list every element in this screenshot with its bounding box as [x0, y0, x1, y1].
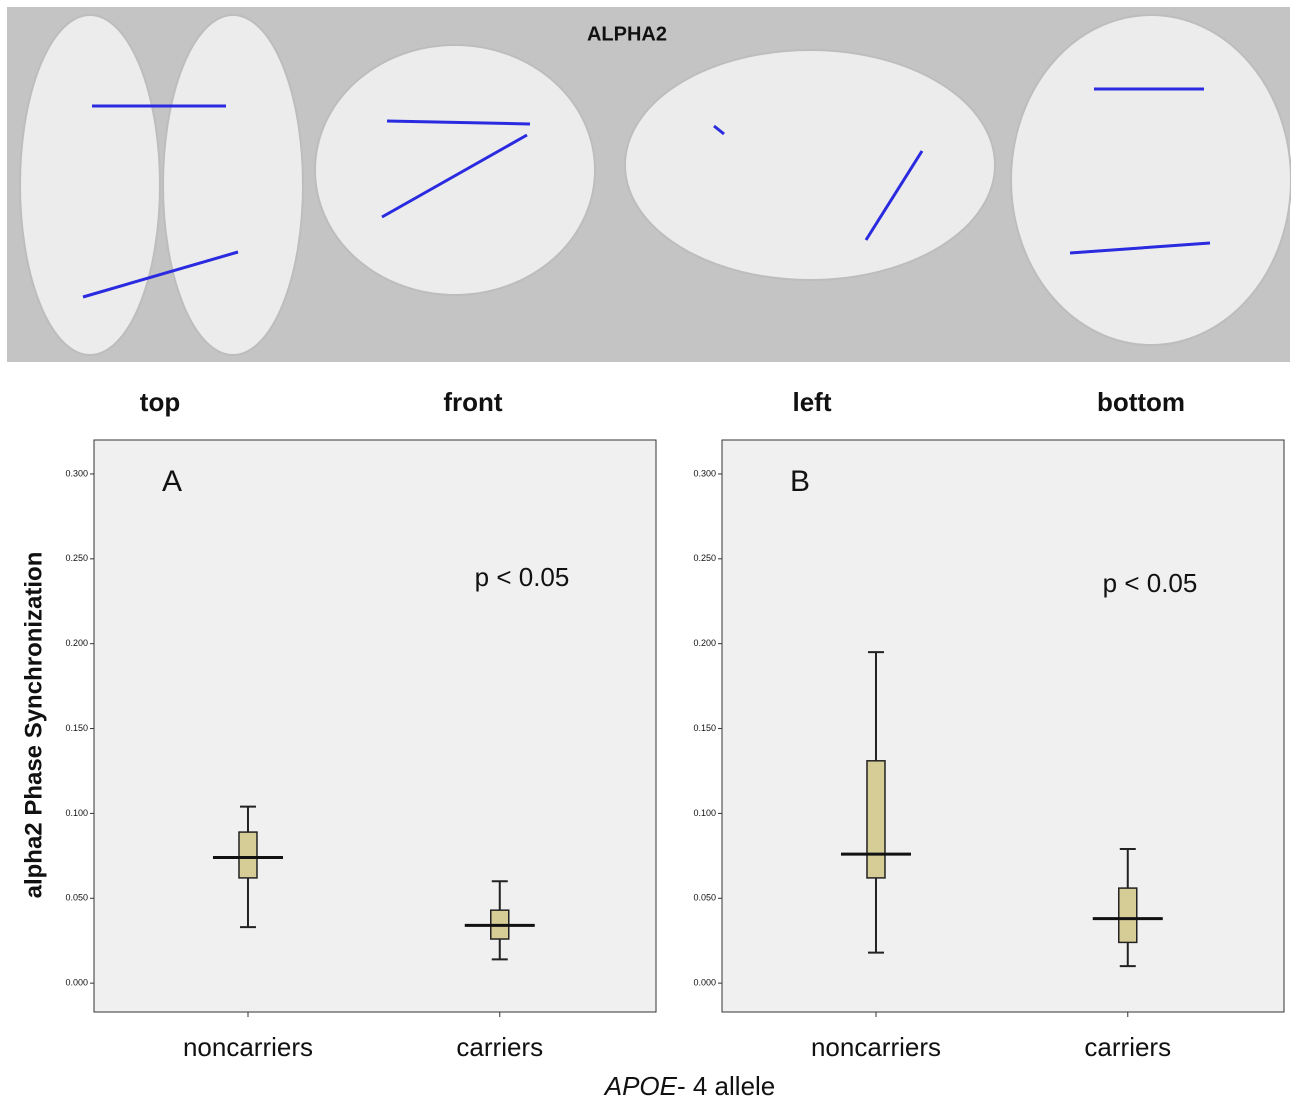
x-tick-label: carriers	[456, 1032, 543, 1062]
x-tick-label: noncarriers	[811, 1032, 941, 1062]
y-tick-label: 0.050	[693, 893, 716, 903]
y-tick-label: 0.150	[693, 723, 716, 733]
view-label: top	[140, 387, 180, 417]
annotation: p < 0.05	[1103, 568, 1198, 598]
x-axis-label: APOE- 4 allele	[603, 1071, 776, 1101]
brain-bottom	[1011, 15, 1291, 345]
panel-label: A	[162, 465, 182, 498]
y-tick-label: 0.250	[693, 553, 716, 563]
plot-area	[722, 440, 1284, 1012]
view-label: left	[793, 387, 832, 417]
y-tick-label: 0.250	[65, 553, 88, 563]
annotation: p < 0.05	[475, 562, 570, 592]
x-axis-label-part: APOE	[603, 1071, 678, 1101]
plot-area	[94, 440, 656, 1012]
y-tick-label: 0.000	[693, 978, 716, 988]
figure: ALPHA2 top front left bottom alpha2 Phas…	[0, 0, 1291, 1105]
box	[1119, 888, 1137, 942]
figure-title: ALPHA2	[587, 23, 667, 45]
box	[867, 761, 885, 878]
y-tick-label: 0.200	[693, 638, 716, 648]
y-tick-label: 0.050	[65, 893, 88, 903]
x-tick-label: carriers	[1084, 1032, 1171, 1062]
y-tick-label: 0.100	[693, 808, 716, 818]
x-axis-label-part: - 4 allele	[677, 1071, 775, 1101]
brain-left	[625, 50, 995, 280]
y-tick-label: 0.150	[65, 723, 88, 733]
y-tick-label: 0.200	[65, 638, 88, 648]
view-label: bottom	[1097, 387, 1185, 417]
view-label: front	[443, 387, 503, 417]
y-tick-label: 0.300	[693, 468, 716, 478]
panel-label: B	[790, 465, 810, 498]
x-tick-label: noncarriers	[183, 1032, 313, 1062]
y-tick-label: 0.300	[65, 468, 88, 478]
box	[239, 832, 257, 878]
brain-front	[315, 45, 595, 295]
y-axis-label: alpha2 Phase Synchronization	[20, 552, 47, 899]
y-tick-label: 0.100	[65, 808, 88, 818]
y-tick-label: 0.000	[65, 978, 88, 988]
